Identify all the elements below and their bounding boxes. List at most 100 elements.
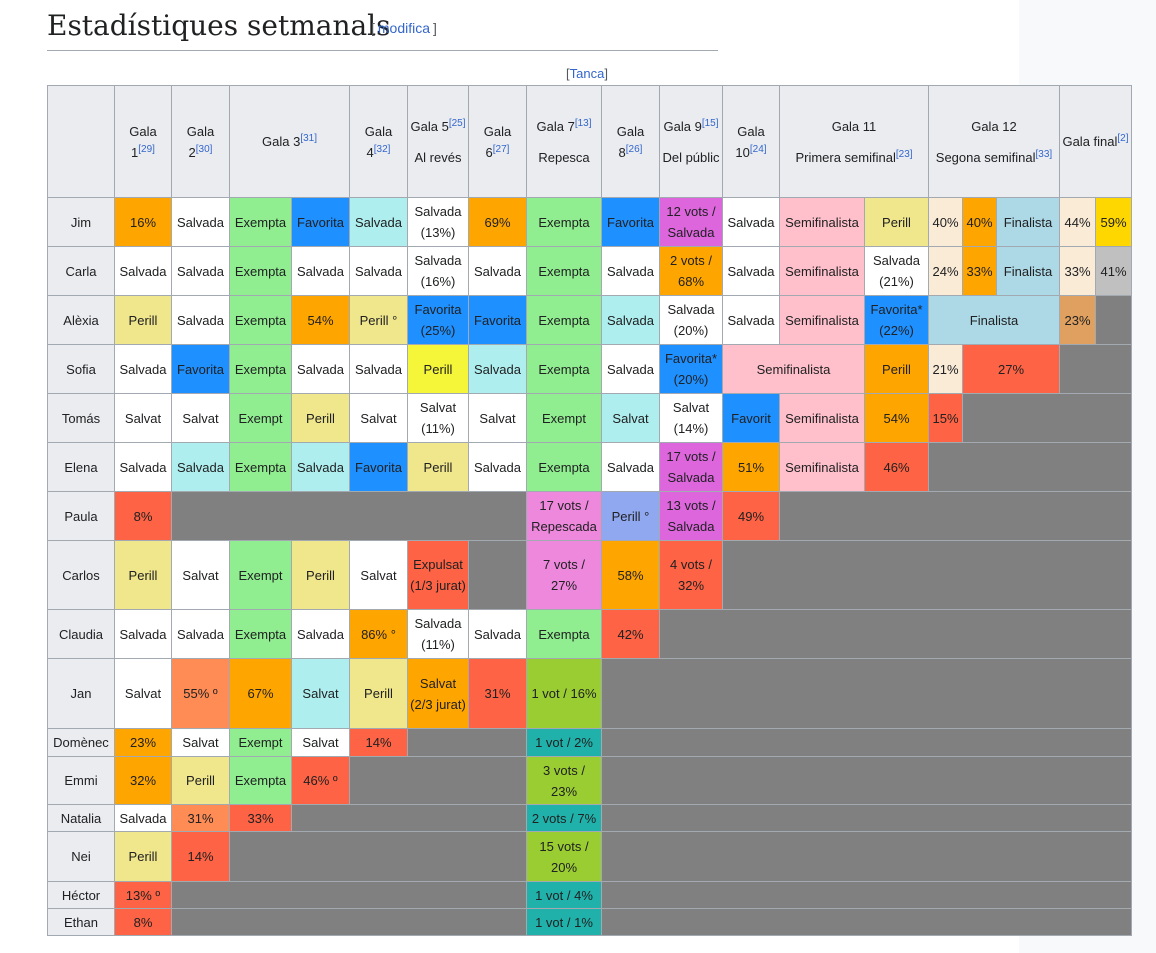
result-cell: 55% º [171,658,230,729]
table-row: Sofia Salvada Favorita Exempta Salvada Salvad… [47,344,1132,394]
header-text: Gala 12 [971,118,1017,134]
result-cell: Perill [864,344,929,394]
result-cell: 40% [962,197,997,247]
result-cell: Exempta [229,609,292,659]
result-cell: Salvat [291,658,350,729]
header-text: Gala 2 [186,123,215,160]
header-text: Segona semifinal [935,149,1036,165]
result-cell: Salvat [349,393,408,443]
result-cell: 8% [114,908,172,936]
result-cell: 12 vots / Salvada [659,197,723,247]
result-cell: Semifinalista [722,344,865,394]
header-text: Gala 4 [364,123,393,160]
edit-section: [modifica] [371,20,437,36]
table-row: Ethan 8% 1 vot / 1% [47,908,1132,936]
result-cell: Favorita [601,197,660,247]
column-header: Gala 9[15] Del públic [659,85,723,198]
eliminated-cell [779,491,1132,541]
reference-link[interactable]: [15] [701,117,719,129]
result-cell: Salvada [114,804,172,832]
result-cell: 46% [864,442,929,492]
eliminated-cell [601,831,1132,882]
contestant-name: Claudia [47,609,115,659]
column-header: Gala 6[27] [468,85,527,198]
reference-link[interactable]: [27] [492,143,510,155]
result-cell: Expulsat (1/3 jurat) [407,540,469,610]
result-cell: 33% [1059,246,1096,296]
result-cell: Salvat [291,728,350,757]
result-cell: Salvat [171,393,230,443]
result-cell: Salvada [601,344,660,394]
collapse-link[interactable]: Tanca [569,66,605,81]
contestant-name: Natalia [47,804,115,832]
section-heading: Estadístiques setmanals [modifica] [47,6,718,51]
result-cell: Salvada [468,246,527,296]
result-cell: Salvada [349,344,408,394]
result-cell: Salvat [171,540,230,610]
result-cell: Salvada [291,344,350,394]
result-cell: 13 vots / Salvada [659,491,723,541]
reference-link[interactable]: [31] [300,133,317,144]
column-header: Gala 10[24] [722,85,780,198]
eliminated-cell [962,393,1132,443]
table-row: Claudia Salvada Salvada Exempta Salvada 86% °… [47,609,1132,659]
table-row: Emmi 32% Perill Exempta 46% º 3 vots / 23% [47,756,1132,805]
result-cell: Salvada [349,197,408,247]
reference-link[interactable]: [26] [625,143,643,155]
result-cell: Favorita (25%) [407,295,469,345]
header-line: Gala 12 [931,116,1057,137]
result-cell: Favorita [171,344,230,394]
reference-link[interactable]: [33] [1035,148,1053,160]
contestant-name: Sofia [47,344,115,394]
header-line: Gala 4[32] [352,121,405,163]
result-cell: Salvada [171,246,230,296]
column-header: Gala 12 Segona semifinal[33] [928,85,1060,198]
result-cell: Salvada [171,295,230,345]
result-cell: Salvada [291,442,350,492]
result-cell: Exempta [526,344,602,394]
reference-link[interactable]: [13] [574,117,592,129]
result-cell: 13% º [114,881,172,909]
result-cell: 21% [928,344,963,394]
reference-link[interactable]: [24] [749,143,767,155]
result-cell: Exempta [229,197,292,247]
header-corner [47,85,115,198]
contestant-name: Tomás [47,393,115,443]
result-cell: Finalista [928,295,1060,345]
result-cell: Exempta [229,442,292,492]
result-cell: Perill [171,756,230,805]
column-header: Gala 4[32] [349,85,408,198]
result-cell: 17 vots / Repescada [526,491,602,541]
contestant-name: Ethan [47,908,115,936]
table-collapse-toggle: [Tanca] [566,66,608,81]
header-line: Gala 9[15] [662,116,720,137]
result-cell: 51% [722,442,780,492]
result-cell: Salvat (11%) [407,393,469,443]
column-header: Gala 7[13] Repesca [526,85,602,198]
result-cell: Salvada [349,246,408,296]
result-cell: Favorita* (20%) [659,344,723,394]
reference-link[interactable]: [25] [448,117,466,129]
result-cell: Salvada [114,344,172,394]
header-text: Gala 10 [735,123,765,160]
result-cell: 14% [171,831,230,882]
result-cell: Salvada [114,442,172,492]
column-header: Gala 8[26] [601,85,660,198]
reference-link[interactable]: [32] [373,143,391,155]
reference-link[interactable]: [2] [1117,133,1129,144]
result-cell: Perill ° [601,491,660,541]
result-cell: Salvada [291,609,350,659]
edit-section-link[interactable]: modifica [377,20,431,36]
table-row: Elena Salvada Salvada Exempta Salvada Favorit… [47,442,1132,492]
header-line: Gala 5[25] [410,116,466,137]
eliminated-cell [468,540,527,610]
result-cell: Salvat (2/3 jurat) [407,658,469,729]
result-cell: Salvat [114,393,172,443]
result-cell: 23% [114,728,172,757]
reference-link[interactable]: [29] [138,143,155,155]
result-cell: 33% [962,246,997,296]
column-header: Gala 1[29] [114,85,172,198]
reference-link[interactable]: [30] [195,143,213,155]
eliminated-cell [407,728,527,757]
reference-link[interactable]: [23] [895,148,913,160]
